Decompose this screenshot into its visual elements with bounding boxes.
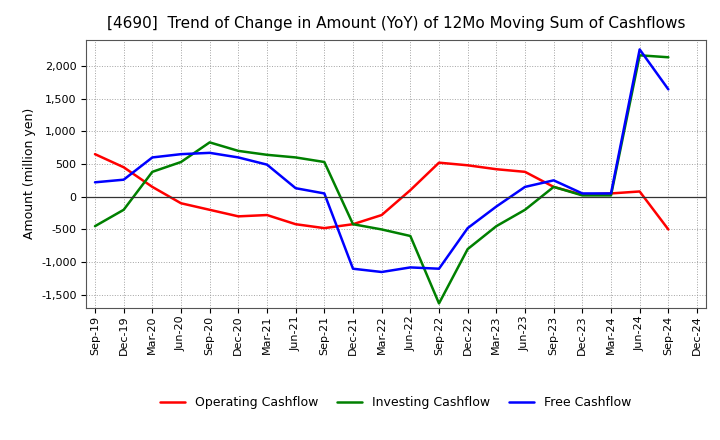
Line: Operating Cashflow: Operating Cashflow [95,154,668,229]
Investing Cashflow [607,193,616,198]
Operating Cashflow [120,165,128,170]
Free Cashflow [292,186,300,191]
Operating Cashflow [263,213,271,218]
Investing Cashflow [205,140,214,145]
Operating Cashflow [464,163,472,168]
Free Cashflow [664,87,672,92]
Free Cashflow [148,155,157,160]
Operating Cashflow [91,151,99,157]
Operating Cashflow [492,167,500,172]
Investing Cashflow [120,207,128,213]
Legend: Operating Cashflow, Investing Cashflow, Free Cashflow: Operating Cashflow, Investing Cashflow, … [156,392,636,414]
Operating Cashflow [176,201,185,206]
Line: Investing Cashflow: Investing Cashflow [95,55,668,304]
Investing Cashflow [348,222,357,227]
Operating Cashflow [320,225,328,231]
Investing Cashflow [406,233,415,238]
Investing Cashflow [664,55,672,60]
Operating Cashflow [406,187,415,193]
Free Cashflow [578,191,587,196]
Free Cashflow [549,178,558,183]
Free Cashflow [635,47,644,52]
Free Cashflow [348,266,357,271]
Investing Cashflow [492,224,500,229]
Title: [4690]  Trend of Change in Amount (YoY) of 12Mo Moving Sum of Cashflows: [4690] Trend of Change in Amount (YoY) o… [107,16,685,32]
Operating Cashflow [205,207,214,213]
Investing Cashflow [234,148,243,154]
Operating Cashflow [521,169,529,175]
Operating Cashflow [377,213,386,218]
Y-axis label: Amount (million yen): Amount (million yen) [22,108,35,239]
Operating Cashflow [664,227,672,232]
Investing Cashflow [549,184,558,190]
Free Cashflow [377,269,386,275]
Operating Cashflow [549,184,558,190]
Investing Cashflow [292,155,300,160]
Operating Cashflow [148,184,157,190]
Investing Cashflow [148,169,157,175]
Operating Cashflow [635,189,644,194]
Free Cashflow [91,180,99,185]
Free Cashflow [492,204,500,209]
Line: Free Cashflow: Free Cashflow [95,49,668,272]
Free Cashflow [263,162,271,167]
Free Cashflow [607,191,616,196]
Free Cashflow [406,265,415,270]
Investing Cashflow [320,159,328,165]
Free Cashflow [176,151,185,157]
Free Cashflow [320,191,328,196]
Operating Cashflow [234,214,243,219]
Operating Cashflow [435,160,444,165]
Free Cashflow [205,150,214,155]
Investing Cashflow [91,224,99,229]
Free Cashflow [120,177,128,182]
Investing Cashflow [635,53,644,58]
Investing Cashflow [435,301,444,306]
Investing Cashflow [521,207,529,213]
Operating Cashflow [348,222,357,227]
Investing Cashflow [578,193,587,198]
Free Cashflow [521,184,529,190]
Investing Cashflow [176,159,185,165]
Investing Cashflow [377,227,386,232]
Free Cashflow [464,225,472,231]
Free Cashflow [435,266,444,271]
Operating Cashflow [607,191,616,196]
Investing Cashflow [464,246,472,252]
Operating Cashflow [578,192,587,198]
Investing Cashflow [263,152,271,158]
Operating Cashflow [292,222,300,227]
Free Cashflow [234,155,243,160]
